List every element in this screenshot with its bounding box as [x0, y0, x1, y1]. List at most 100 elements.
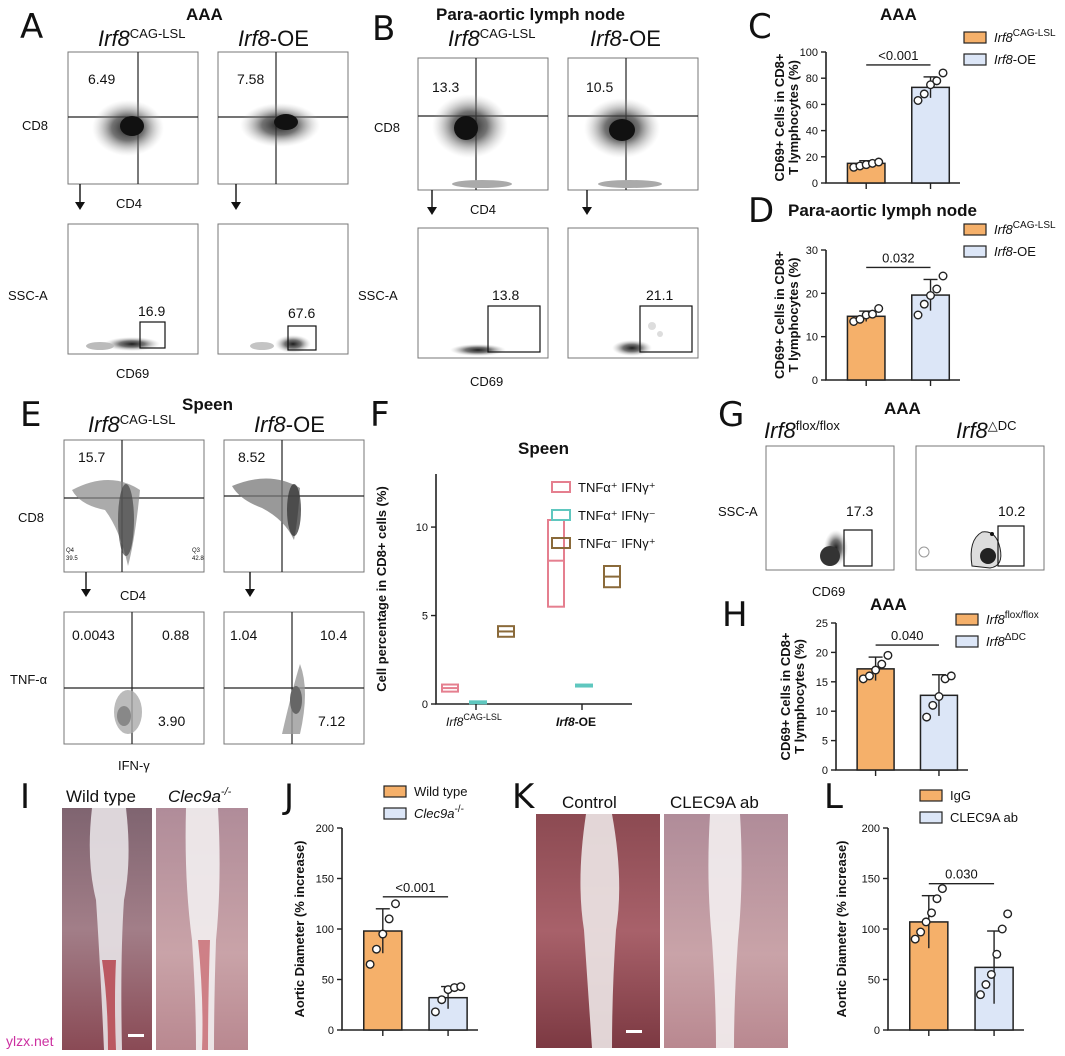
y-tick-label: 60 [806, 99, 818, 111]
y-axis-label: Cell percentage in CD8+ cells (%) [374, 486, 389, 692]
y-tick-label: 50 [322, 975, 334, 987]
y-axis-label: T lymphocytes (%) [792, 639, 807, 754]
y-tick-label: 20 [806, 288, 818, 300]
data-point [874, 304, 884, 314]
legend-label: Wild type [414, 784, 467, 799]
panel-a-group2: Irf8-OE [238, 26, 309, 51]
panel-letter-k: K [512, 777, 536, 817]
gate-value: 3.90 [158, 713, 185, 729]
flow-plot-b-bottom-left [417, 227, 549, 359]
legend-swatch [919, 789, 943, 802]
watermark: ylzx.net [6, 1033, 54, 1049]
box-chart-f: 0 5 10 Cell percentage in CD8+ cells (%) Spe… [374, 439, 656, 711]
p-value: 0.040 [891, 628, 924, 643]
gate-value: 0.88 [162, 627, 189, 643]
data-point [938, 68, 948, 78]
data-point [384, 914, 394, 924]
legend-label: Irf8CAG-LSL [994, 220, 1056, 237]
data-point [910, 934, 920, 944]
flow-plot-b-top-left [417, 57, 549, 191]
svg-text:42.8: 42.8 [192, 556, 204, 562]
flow-plot-e-top-right [223, 439, 365, 573]
panel-letter-c: C [748, 7, 772, 47]
svg-text:39.5: 39.5 [66, 556, 78, 562]
y-tick-label: 10 [806, 332, 818, 344]
legend-swatch [955, 635, 979, 648]
panel-letter-h: H [722, 595, 748, 635]
data-point [919, 89, 929, 99]
y-tick-label: 0 [328, 1025, 334, 1037]
axis-label-ifn: IFN-γ [118, 758, 150, 773]
data-point [867, 309, 877, 319]
panel-b: B Para-aortic lymph node Irf8CAG-LSL Irf… [358, 5, 699, 389]
gate-value: 10.5 [586, 79, 613, 95]
y-tick-label: 0 [812, 375, 818, 387]
y-tick-label: 40 [806, 126, 818, 138]
axis-label-cd69: CD69 [812, 584, 845, 599]
y-axis-label: CD69+ Cells in CD8+ [772, 251, 787, 379]
p-value: <0.001 [878, 48, 918, 63]
gate-value: 8.52 [238, 449, 265, 465]
axis-label-cd4: CD4 [116, 196, 142, 211]
y-tick-label: 0 [422, 699, 428, 711]
photo-label: CLEC9A ab [670, 793, 759, 812]
box [547, 519, 565, 608]
bar [856, 668, 895, 771]
axis-label-tnf: TNF-α [10, 672, 48, 687]
axis-label-cd69: CD69 [116, 366, 149, 381]
gate-value: 7.58 [237, 71, 264, 87]
svg-text:Q4: Q4 [66, 548, 75, 554]
y-tick-label: 150 [862, 874, 880, 886]
panel-a: A AAA Irf8CAG-LSL Irf8-OE 6.49 7.58 CD8 … [8, 5, 349, 381]
y-axis-label: T lymphocytes (%) [786, 60, 801, 175]
data-point [937, 884, 947, 894]
panel-e-group2: Irf8-OE [254, 412, 325, 437]
panel-b-group1: Irf8CAG-LSL [448, 26, 535, 51]
gate-value: 21.1 [646, 287, 673, 303]
gate-value: 13.3 [432, 79, 459, 95]
panel-e-title: Speen [182, 395, 233, 414]
data-point [922, 712, 932, 722]
legend-swatch [963, 245, 987, 258]
gate-value: 1.04 [230, 627, 257, 643]
y-axis-label: T lymphocytes (%) [786, 258, 801, 373]
panel-letter-i: I [20, 777, 30, 817]
legend-swatch [963, 31, 987, 44]
data-point [926, 291, 936, 301]
y-tick-label: 20 [816, 647, 828, 659]
flow-plot-e-bottom-left [63, 611, 205, 745]
y-tick-label: 0 [822, 765, 828, 777]
panel-g-group2: Irf8△DC [956, 418, 1017, 443]
legend-swatch [963, 53, 987, 66]
data-point [913, 310, 923, 320]
y-axis-label: Aortic Diameter (% increase) [834, 840, 849, 1017]
panel-g-group1: Irf8flox/flox [764, 418, 840, 443]
flow-plot-e-top-left [63, 439, 205, 573]
legend-label: TNFα⁺ IFNγ⁻ [578, 508, 656, 523]
data-point [932, 894, 942, 904]
axis-label-cd8: CD8 [22, 118, 48, 133]
gate-value: 7.12 [318, 713, 345, 729]
data-point [986, 969, 996, 979]
photo-label: Wild type [66, 787, 136, 806]
panel-letter-g: G [718, 395, 744, 435]
panel-i: I Wild type Clec9a-/- [20, 777, 248, 1050]
data-point [926, 80, 936, 90]
y-tick-label: 200 [862, 823, 880, 835]
bar-chart-d: 0 10 20 30 CD69+ Cells in CD8+ T lymphocytes … [772, 201, 987, 387]
panel-g-title: AAA [884, 399, 921, 418]
panel-letter-j: J [282, 777, 294, 817]
legend-swatch [551, 509, 571, 521]
y-axis-label: CD69+ Cells in CD8+ [778, 632, 793, 760]
y-axis-label: Aortic Diameter (% increase) [292, 840, 307, 1017]
legend-swatch [955, 613, 979, 626]
data-point [365, 959, 375, 969]
y-tick-label: 15 [816, 677, 828, 689]
bar-chart-h: 0 5 10 15 20 25 CD69+ Cells in CD8+ T lymphocyt… [778, 595, 979, 777]
data-point [871, 665, 881, 675]
legend-swatch [919, 811, 943, 824]
legend-label: Irf8CAG-LSL [994, 28, 1056, 45]
panel-letter-e: E [20, 395, 41, 435]
